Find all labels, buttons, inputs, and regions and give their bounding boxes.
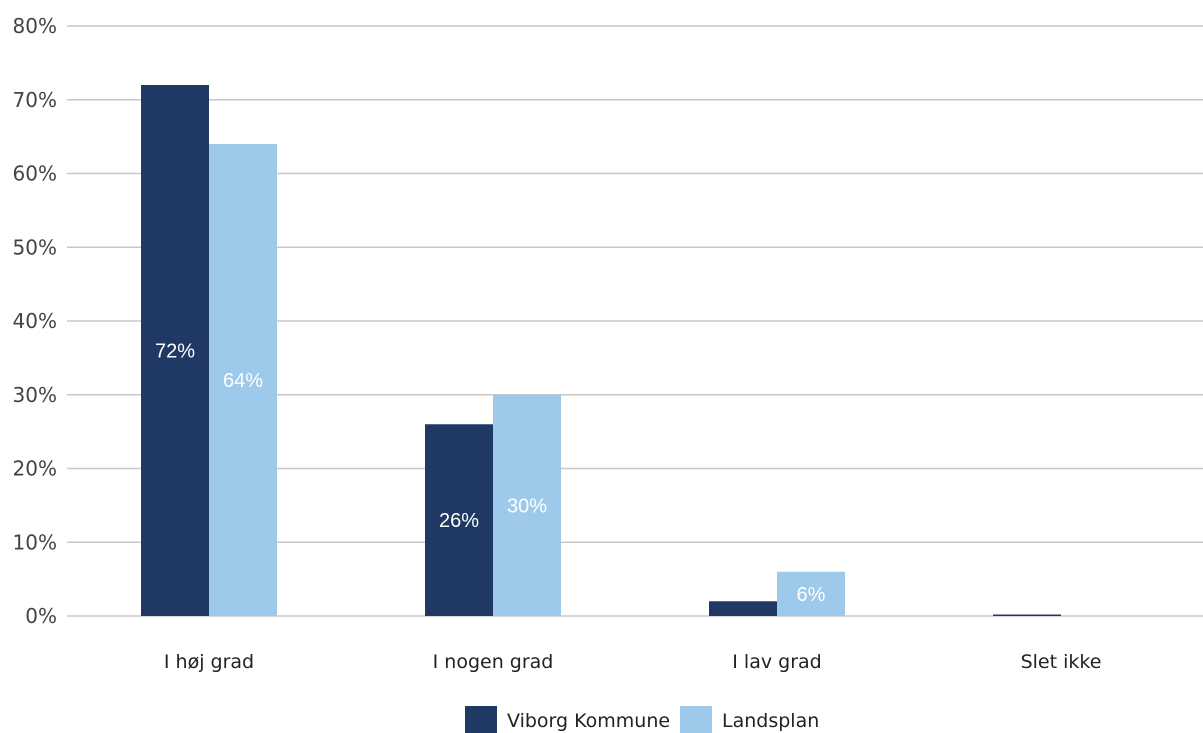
- y-tick-label: 30%: [13, 383, 57, 407]
- data-label: 64%: [223, 370, 263, 392]
- legend-label-landsplan: Landsplan: [722, 710, 819, 732]
- bar: [777, 571, 845, 616]
- bar: [209, 144, 277, 616]
- legend-label-viborg-kommune: Viborg Kommune: [507, 710, 670, 732]
- bar: [425, 424, 493, 616]
- x-category-label: I høj grad: [164, 651, 254, 673]
- y-tick-label: 70%: [13, 88, 57, 112]
- y-tick-label: 20%: [13, 457, 57, 481]
- data-labels: 72% 64% 26% 30% 6%: [155, 341, 826, 606]
- y-tick-label: 80%: [13, 14, 57, 38]
- y-tick-label: 50%: [13, 235, 57, 259]
- bar: [709, 601, 777, 616]
- x-axis-category-labels: I høj grad I nogen grad I lav grad Slet ikk…: [164, 651, 1102, 673]
- y-tick-label: 40%: [13, 309, 57, 333]
- x-category-label: I lav grad: [732, 651, 821, 673]
- legend-swatch-viborg-kommune: [465, 706, 497, 733]
- data-label: 26%: [439, 510, 479, 532]
- bar: [493, 394, 561, 616]
- bar: [993, 614, 1061, 616]
- x-category-label: I nogen grad: [433, 651, 554, 673]
- y-tick-label: 0%: [25, 604, 57, 628]
- legend: Viborg Kommune Landsplan: [465, 706, 819, 733]
- data-label: 6%: [797, 584, 826, 606]
- x-category-label: Slet ikke: [1021, 651, 1102, 673]
- y-tick-label: 60%: [13, 162, 57, 186]
- data-label: 30%: [507, 495, 547, 517]
- bars: [141, 85, 1061, 616]
- y-axis-tick-labels: 0% 10% 20% 30% 40% 50% 60% 70% 80%: [13, 14, 57, 628]
- legend-swatch-landsplan: [680, 706, 712, 733]
- bar: [141, 85, 209, 616]
- y-tick-label: 10%: [13, 530, 57, 554]
- data-label: 72%: [155, 341, 195, 363]
